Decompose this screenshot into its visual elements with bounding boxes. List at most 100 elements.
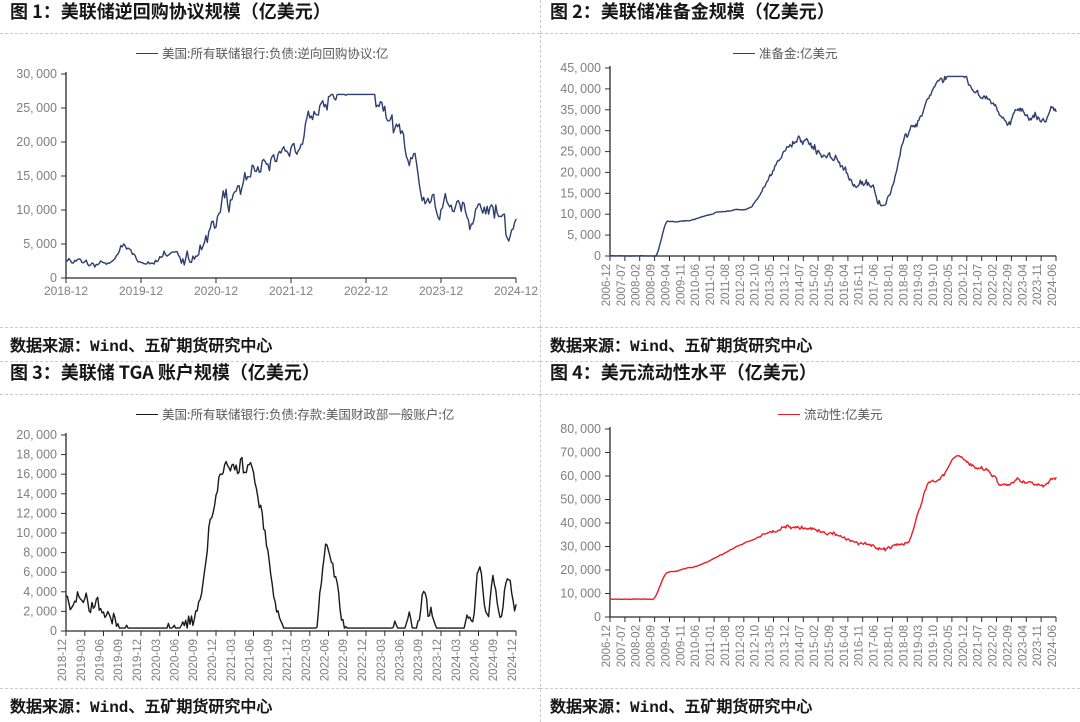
svg-text:70, 000: 70, 000	[560, 446, 601, 460]
svg-text:2014-07: 2014-07	[794, 264, 806, 306]
svg-text:35, 000: 35, 000	[560, 103, 601, 117]
svg-text:5, 000: 5, 000	[23, 237, 57, 251]
svg-text:2011-08: 2011-08	[720, 625, 732, 666]
svg-text:2013-12: 2013-12	[779, 625, 791, 667]
svg-text:20, 000: 20, 000	[560, 165, 601, 179]
svg-text:2019-03: 2019-03	[913, 625, 925, 667]
svg-text:2008-02: 2008-02	[631, 625, 643, 667]
svg-text:2008-09: 2008-09	[646, 625, 658, 667]
svg-text:2018-08: 2018-08	[898, 264, 910, 306]
svg-text:2006-12: 2006-12	[601, 625, 613, 667]
svg-text:45, 000: 45, 000	[560, 61, 601, 75]
svg-text:2019-10: 2019-10	[928, 625, 940, 667]
svg-text:2020-12: 2020-12	[194, 284, 238, 298]
svg-text:6, 000: 6, 000	[23, 565, 57, 579]
svg-text:80, 000: 80, 000	[560, 422, 601, 436]
svg-text:2015-02: 2015-02	[809, 264, 821, 306]
svg-text:2019-09: 2019-09	[113, 639, 125, 681]
svg-text:2013-12: 2013-12	[779, 264, 791, 306]
svg-text:2010-06: 2010-06	[690, 625, 702, 667]
svg-text:50, 000: 50, 000	[560, 493, 601, 507]
svg-text:10, 000: 10, 000	[16, 203, 57, 217]
svg-text:2023-09: 2023-09	[413, 639, 425, 681]
svg-text:20, 000: 20, 000	[16, 428, 57, 442]
svg-text:2011-08: 2011-08	[720, 264, 732, 305]
svg-text:5, 000: 5, 000	[567, 228, 601, 242]
svg-text:2008-09: 2008-09	[646, 264, 658, 306]
svg-text:10, 000: 10, 000	[16, 526, 57, 540]
svg-text:2016-11: 2016-11	[854, 625, 866, 666]
svg-text:0: 0	[594, 610, 601, 624]
svg-text:2024-06: 2024-06	[1047, 264, 1059, 306]
svg-text:2023-11: 2023-11	[1032, 625, 1044, 666]
svg-text:2020-05: 2020-05	[943, 264, 955, 306]
svg-text:20, 000: 20, 000	[16, 135, 57, 149]
svg-text:2012-03: 2012-03	[735, 264, 747, 306]
svg-text:2020-06: 2020-06	[170, 639, 182, 681]
svg-text:2023-03: 2023-03	[376, 639, 388, 681]
svg-text:2017-06: 2017-06	[869, 625, 881, 667]
svg-text:2019-03: 2019-03	[76, 639, 88, 681]
svg-text:2020-05: 2020-05	[943, 625, 955, 667]
svg-text:2022-02: 2022-02	[988, 625, 1000, 667]
svg-text:2020-12: 2020-12	[958, 625, 970, 667]
svg-text:2019-10: 2019-10	[928, 264, 940, 306]
svg-text:25, 000: 25, 000	[16, 101, 57, 115]
svg-text:15, 000: 15, 000	[16, 169, 57, 183]
svg-text:2022-09: 2022-09	[1002, 264, 1014, 306]
svg-text:10, 000: 10, 000	[560, 207, 601, 221]
svg-text:25, 000: 25, 000	[560, 145, 601, 159]
svg-text:2022-12: 2022-12	[357, 639, 369, 681]
svg-text:40, 000: 40, 000	[560, 82, 601, 96]
svg-text:2006-12: 2006-12	[601, 264, 613, 306]
svg-text:2016-11: 2016-11	[854, 264, 866, 305]
svg-text:0: 0	[50, 271, 57, 285]
svg-text:2021-07: 2021-07	[973, 264, 985, 306]
svg-text:2021-12: 2021-12	[282, 639, 294, 681]
svg-text:2024-12: 2024-12	[507, 639, 519, 681]
svg-text:2012-10: 2012-10	[750, 264, 762, 306]
svg-text:2011-01: 2011-01	[705, 264, 717, 305]
svg-text:0: 0	[594, 249, 601, 263]
svg-text:2019-12: 2019-12	[119, 284, 163, 298]
svg-text:2019-03: 2019-03	[913, 264, 925, 306]
svg-text:2020-12: 2020-12	[207, 639, 219, 681]
svg-text:2022-09: 2022-09	[1002, 625, 1014, 667]
svg-text:2022-12: 2022-12	[344, 284, 388, 298]
svg-text:2024-09: 2024-09	[488, 639, 500, 681]
svg-text:2023-04: 2023-04	[1017, 624, 1029, 667]
svg-text:2020-03: 2020-03	[151, 639, 163, 681]
svg-text:2016-04: 2016-04	[839, 624, 851, 667]
svg-text:4, 000: 4, 000	[23, 585, 57, 599]
svg-text:2024-03: 2024-03	[451, 639, 463, 681]
svg-text:8, 000: 8, 000	[23, 546, 57, 560]
svg-text:2023-06: 2023-06	[395, 639, 407, 681]
svg-text:2013-05: 2013-05	[765, 264, 777, 306]
svg-text:2024-06: 2024-06	[470, 639, 482, 681]
svg-text:15, 000: 15, 000	[560, 186, 601, 200]
svg-text:2012-10: 2012-10	[750, 625, 762, 667]
svg-text:2018-08: 2018-08	[898, 625, 910, 667]
svg-text:16, 000: 16, 000	[16, 467, 57, 481]
svg-text:2021-07: 2021-07	[973, 625, 985, 667]
svg-text:30, 000: 30, 000	[16, 67, 57, 81]
svg-text:2018-12: 2018-12	[57, 639, 69, 681]
svg-text:2021-06: 2021-06	[245, 639, 257, 681]
svg-text:2015-02: 2015-02	[809, 625, 821, 667]
svg-text:2009-11: 2009-11	[675, 625, 687, 666]
svg-text:2023-12: 2023-12	[419, 284, 463, 298]
svg-text:2007-07: 2007-07	[616, 264, 628, 306]
svg-text:2018-01: 2018-01	[884, 264, 896, 306]
svg-text:2015-09: 2015-09	[824, 625, 836, 667]
svg-text:2022-09: 2022-09	[338, 639, 350, 681]
svg-text:2009-04: 2009-04	[661, 624, 673, 667]
svg-text:2020-09: 2020-09	[188, 639, 200, 681]
svg-text:2023-04: 2023-04	[1017, 263, 1029, 306]
svg-text:30, 000: 30, 000	[560, 540, 601, 554]
svg-text:2019-12: 2019-12	[132, 639, 144, 681]
svg-text:2024-12: 2024-12	[494, 284, 538, 298]
svg-text:2, 000: 2, 000	[23, 604, 57, 618]
svg-text:2016-04: 2016-04	[839, 263, 851, 306]
svg-text:2009-11: 2009-11	[675, 264, 687, 305]
svg-text:2011-01: 2011-01	[705, 625, 717, 666]
